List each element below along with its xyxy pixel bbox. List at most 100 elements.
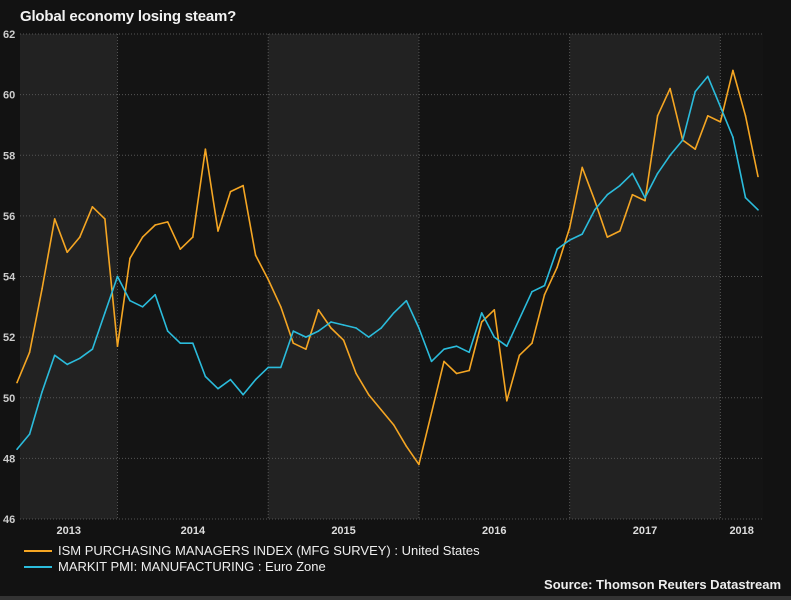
ism-us-point <box>719 121 722 123</box>
ism-us-point <box>707 115 709 117</box>
markit-eurozone-point <box>267 366 270 369</box>
year-band-2014 <box>117 34 269 519</box>
markit-eurozone-point <box>204 375 207 378</box>
ism-us-point <box>141 236 144 238</box>
ism-us-point <box>518 354 521 357</box>
source-note: Source: Thomson Reuters Datastream <box>544 577 781 592</box>
legend-swatch-ism <box>24 549 52 552</box>
x-tick-label: 2016 <box>482 525 506 537</box>
markit-eurozone-point <box>41 390 43 393</box>
legend-label-markit: MARKIT PMI: MANUFACTURING : Euro Zone <box>58 559 326 574</box>
ism-us-point <box>342 339 345 341</box>
markit-eurozone-point <box>28 433 31 435</box>
markit-eurozone-point <box>619 184 621 187</box>
ism-us-point <box>656 115 659 117</box>
y-tick-label: 50 <box>3 393 15 405</box>
markit-eurozone-point <box>493 336 496 338</box>
ism-us-point <box>242 184 244 187</box>
ism-us-point <box>179 248 182 251</box>
y-tick-label: 46 <box>3 514 15 526</box>
x-tick-label: 2015 <box>331 525 355 537</box>
y-tick-label: 52 <box>3 332 15 344</box>
markit-eurozone-point <box>518 318 521 320</box>
markit-eurozone-point <box>531 290 533 293</box>
markit-eurozone-point <box>644 196 646 199</box>
y-tick-label: 60 <box>3 90 15 102</box>
ism-us-point <box>430 412 433 414</box>
markit-eurozone-point <box>192 342 194 344</box>
ism-us-point <box>380 409 383 411</box>
markit-eurozone-point <box>367 336 370 338</box>
markit-eurozone-point <box>568 239 571 241</box>
ism-us-point <box>556 266 558 269</box>
year-band-2018 <box>720 34 763 519</box>
ism-us-point <box>305 348 307 351</box>
markit-eurozone-point <box>355 327 357 329</box>
markit-eurozone-point <box>681 139 684 141</box>
x-tick-label: 2018 <box>729 525 753 537</box>
y-tick-label: 58 <box>3 150 15 162</box>
markit-eurozone-point <box>16 448 18 451</box>
markit-eurozone-point <box>66 363 69 366</box>
markit-eurozone-point <box>242 393 244 396</box>
markit-eurozone-point <box>380 327 383 329</box>
series-line-markit-eurozone <box>16 75 759 450</box>
ism-us-point <box>468 369 470 372</box>
ism-us-point <box>367 393 370 396</box>
markit-eurozone-point <box>556 248 558 251</box>
legend-label-ism: ISM PURCHASING MANAGERS INDEX (MFG SURVE… <box>58 543 480 558</box>
ism-us-point <box>418 463 420 466</box>
ism-us-point <box>116 345 119 348</box>
markit-eurozone-point <box>154 293 156 296</box>
ism-us-point <box>593 199 596 202</box>
markit-eurozone-point <box>606 193 609 196</box>
markit-eurozone-point <box>593 209 596 211</box>
ism-us-point <box>154 224 156 226</box>
markit-eurozone-point <box>166 330 169 332</box>
ism-us-point <box>79 236 81 238</box>
markit-eurozone-point <box>292 330 295 332</box>
markit-eurozone-point <box>757 209 759 211</box>
markit-eurozone-point <box>129 299 131 302</box>
ism-us-point <box>393 424 395 426</box>
ism-us-point <box>355 372 357 375</box>
ism-us-point <box>217 230 219 232</box>
markit-eurozone-point <box>342 324 345 326</box>
markit-eurozone-point <box>732 136 734 138</box>
ism-us-point <box>66 251 69 254</box>
legend-item-markit: MARKIT PMI: MANUFACTURING : Euro Zone <box>24 559 326 574</box>
ism-us-point <box>192 236 194 238</box>
ism-us-point <box>455 372 458 375</box>
y-tick-label: 56 <box>3 211 15 223</box>
markit-eurozone-point <box>707 75 709 78</box>
markit-eurozone-point <box>179 342 182 344</box>
ism-us-point <box>669 87 671 90</box>
ism-us-point <box>581 166 583 169</box>
markit-eurozone-point <box>217 387 219 390</box>
ism-us-point <box>129 257 131 260</box>
ism-us-point <box>91 205 94 208</box>
markit-eurozone-point <box>480 312 483 314</box>
ism-us-point <box>204 148 207 150</box>
markit-eurozone-point <box>656 172 659 175</box>
ism-us-point <box>104 218 106 220</box>
markit-eurozone-point <box>229 378 232 381</box>
markit-eurozone-point <box>418 327 420 329</box>
ism-us-point <box>568 227 571 229</box>
ism-us-point <box>317 309 320 311</box>
ism-us-point <box>330 327 332 329</box>
legend-item-ism: ISM PURCHASING MANAGERS INDEX (MFG SURVE… <box>24 543 480 558</box>
bottom-border <box>0 596 791 600</box>
legend-swatch-markit <box>24 565 52 568</box>
ism-us-point <box>16 381 18 384</box>
ism-us-point <box>229 190 232 193</box>
markit-eurozone-point <box>506 345 508 348</box>
markit-eurozone-point <box>694 90 697 93</box>
markit-eurozone-point <box>79 357 81 360</box>
markit-eurozone-point <box>631 172 634 175</box>
ism-us-point <box>631 193 634 196</box>
markit-eurozone-point <box>405 299 408 302</box>
ism-us-point <box>53 218 56 220</box>
ism-us-point <box>267 278 270 281</box>
